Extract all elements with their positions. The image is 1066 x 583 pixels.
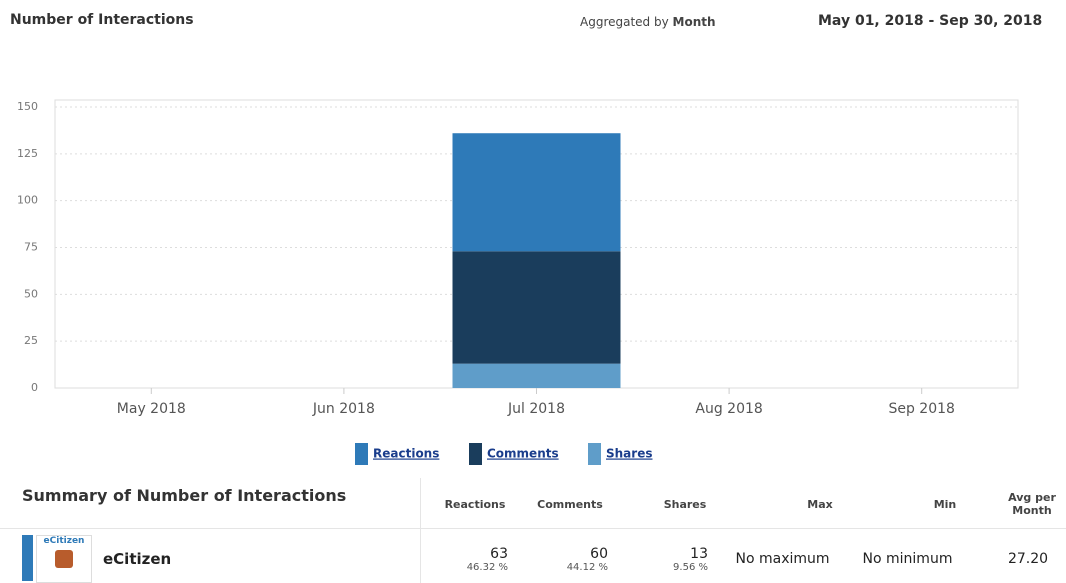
summary-title: Summary of Number of Interactions (22, 486, 347, 505)
legend-swatch (588, 443, 601, 465)
legend-swatch (469, 443, 482, 465)
count: 60 (590, 545, 608, 562)
bar-segment (452, 133, 621, 252)
cell: 60 44.12 % (520, 538, 608, 580)
count: 63 (490, 545, 508, 562)
x-tick-label: Sep 2018 (888, 401, 954, 417)
column-header: Reactions (444, 497, 506, 511)
cell: 63 46.32 % (420, 538, 508, 580)
aggregation-value: Month (672, 15, 716, 29)
cell: No minimum (862, 551, 953, 567)
x-tick-label: Jul 2018 (507, 401, 565, 417)
cell: 27.20 (1007, 551, 1049, 567)
y-tick-label: 125 (17, 147, 38, 160)
bar-segment (452, 251, 621, 364)
x-tick-label: Aug 2018 (695, 401, 762, 417)
date-range[interactable]: May 01, 2018 - Sep 30, 2018 (818, 13, 1043, 29)
legend-swatch (355, 443, 368, 465)
x-tick-label: May 2018 (117, 401, 186, 417)
cell: 13 9.56 % (620, 538, 708, 580)
legend-label[interactable]: Shares (606, 447, 652, 461)
column-header: Comments (537, 497, 603, 511)
legend-label[interactable]: Reactions (373, 447, 439, 461)
y-tick-label: 25 (24, 334, 38, 347)
y-tick-label: 75 (24, 241, 38, 254)
x-tick-label: Jun 2018 (312, 401, 375, 417)
column-header: Max (807, 497, 833, 511)
logo-emblem (55, 550, 73, 568)
column-header: Avg per Month (1008, 491, 1056, 517)
row-name: eCitizen (103, 550, 172, 568)
table-divider (0, 528, 1066, 529)
table-divider (420, 478, 1066, 583)
column-header: Min (933, 497, 957, 511)
logo: eCitizen (36, 535, 92, 583)
y-tick-label: 0 (31, 381, 38, 394)
row-accent (22, 535, 33, 581)
percent: 44.12 % (566, 561, 608, 573)
bar-segment (452, 363, 621, 388)
aggregation: Aggregated by Month (580, 15, 716, 29)
cell: No maximum (735, 551, 830, 567)
y-tick-label: 100 (17, 194, 38, 207)
y-tick-label: 150 (17, 100, 38, 113)
legend-label[interactable]: Comments (487, 447, 559, 461)
percent: 46.32 % (466, 561, 508, 573)
aggregation-label: Aggregated by (580, 15, 669, 29)
column-header: Shares (663, 497, 707, 511)
section-title: Number of Interactions (10, 12, 194, 28)
y-tick-label: 50 (24, 287, 38, 300)
count: 13 (690, 545, 708, 562)
percent: 9.56 % (673, 561, 708, 573)
logo-text: eCitizen (43, 536, 85, 546)
chart: 0 25 50 75 100 125 150 May 2018 Jun 2018 Jul 2018… (17, 99, 1019, 465)
